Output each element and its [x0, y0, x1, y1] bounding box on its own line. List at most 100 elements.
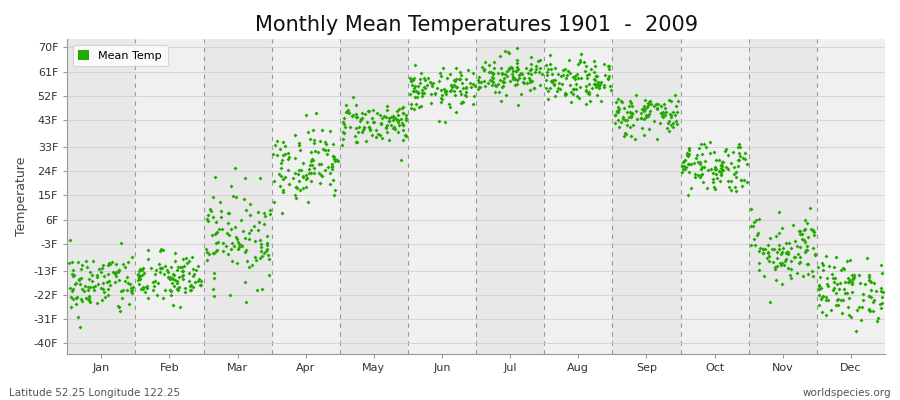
Bar — [408, 39, 476, 354]
Point — [314, 161, 328, 167]
Point — [295, 159, 310, 166]
Point — [778, 240, 793, 246]
Point — [820, 275, 834, 282]
Point — [75, 262, 89, 268]
Point — [326, 177, 340, 184]
Point — [81, 287, 95, 294]
Point — [664, 112, 679, 118]
Point — [512, 75, 526, 81]
Point — [304, 170, 319, 176]
Point — [845, 280, 859, 287]
Point — [349, 111, 364, 117]
Point — [238, 299, 253, 305]
Point — [100, 279, 114, 286]
Point — [562, 57, 576, 63]
Point — [389, 116, 403, 123]
Point — [414, 103, 428, 109]
Point — [85, 272, 99, 278]
Point — [450, 83, 464, 90]
Point — [148, 271, 163, 278]
Point — [288, 132, 302, 138]
Point — [221, 210, 236, 216]
Point — [203, 207, 218, 214]
Point — [563, 82, 578, 88]
Point — [816, 262, 831, 268]
Point — [337, 121, 351, 127]
Point — [616, 116, 630, 122]
Point — [788, 238, 803, 245]
Point — [795, 235, 809, 242]
Point — [598, 72, 612, 78]
Point — [403, 75, 418, 81]
Point — [336, 118, 350, 125]
Point — [579, 83, 593, 90]
Point — [697, 141, 711, 147]
Point — [434, 72, 448, 79]
Point — [90, 274, 104, 280]
Point — [811, 263, 825, 270]
Point — [735, 155, 750, 161]
Point — [448, 78, 463, 84]
Point — [801, 271, 815, 277]
Point — [846, 275, 860, 281]
Point — [616, 114, 630, 120]
Point — [541, 66, 555, 72]
Point — [539, 62, 554, 68]
Point — [694, 171, 708, 178]
Point — [792, 260, 806, 266]
Point — [86, 284, 100, 291]
Point — [762, 253, 777, 259]
Point — [502, 66, 517, 72]
Point — [275, 139, 290, 146]
Point — [337, 130, 351, 136]
Point — [826, 286, 841, 293]
Point — [200, 256, 214, 263]
Point — [824, 306, 838, 313]
Point — [637, 132, 652, 139]
Bar — [817, 39, 885, 354]
Point — [518, 80, 532, 87]
Point — [184, 286, 198, 293]
Point — [602, 73, 616, 79]
Point — [793, 228, 807, 234]
Point — [341, 107, 356, 113]
Point — [292, 141, 306, 148]
Point — [452, 76, 466, 82]
Bar — [476, 39, 544, 354]
Point — [819, 296, 833, 303]
Point — [590, 73, 604, 79]
Point — [131, 271, 146, 277]
Point — [666, 124, 680, 131]
Point — [806, 227, 820, 233]
Point — [618, 131, 633, 138]
Point — [392, 128, 406, 135]
Point — [131, 274, 146, 280]
Point — [558, 66, 572, 72]
Point — [516, 79, 530, 85]
Point — [263, 207, 277, 213]
Point — [239, 247, 254, 254]
Point — [636, 116, 651, 122]
Point — [502, 65, 517, 71]
Point — [307, 165, 321, 171]
Point — [163, 276, 177, 282]
Point — [326, 153, 340, 160]
Point — [319, 140, 333, 147]
Point — [842, 294, 856, 301]
Point — [721, 166, 735, 172]
Point — [869, 288, 884, 294]
Point — [800, 220, 814, 226]
Point — [112, 267, 126, 273]
Point — [292, 140, 306, 146]
Point — [594, 98, 608, 104]
Point — [707, 166, 722, 172]
Point — [201, 218, 215, 225]
Point — [310, 110, 324, 117]
Bar — [135, 39, 203, 354]
Point — [184, 282, 199, 288]
Point — [349, 125, 364, 132]
Point — [547, 93, 562, 100]
Point — [828, 290, 842, 297]
Point — [216, 248, 230, 255]
Point — [360, 119, 374, 125]
